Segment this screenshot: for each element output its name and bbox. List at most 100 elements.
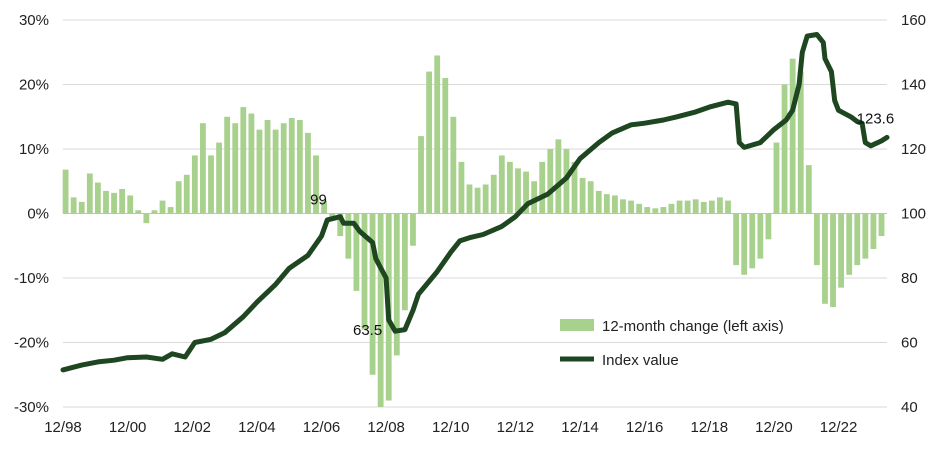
bar-42 <box>401 213 408 311</box>
x-tick-8: 12/14 <box>561 419 599 436</box>
bar-11 <box>151 210 158 214</box>
bar-66 <box>595 190 602 214</box>
x-tick-11: 12/20 <box>755 419 793 436</box>
bar-44 <box>418 136 424 214</box>
bar-8 <box>127 195 134 214</box>
x-tick-5: 12/08 <box>367 419 405 436</box>
annotation-1: 63.5 <box>353 322 382 339</box>
bar-49 <box>458 161 465 214</box>
bar-73 <box>652 208 659 214</box>
x-tick-labels: 12/98 12/00 12/02 12/04 12/06 12/08 12/10 12/12… <box>44 419 857 436</box>
bar-13 <box>167 207 174 214</box>
bar-84 <box>741 213 748 275</box>
bar-68 <box>612 195 618 214</box>
bar-59 <box>539 161 546 214</box>
bar-41 <box>393 213 400 356</box>
bar-10 <box>143 213 150 224</box>
bar-26 <box>272 129 279 214</box>
bar-24 <box>256 129 263 214</box>
bar-21 <box>232 123 239 214</box>
legend-bar-label: 12-month change (left axis) <box>602 318 784 335</box>
annotation-0: 99 <box>310 192 327 209</box>
bar-35 <box>345 213 352 259</box>
bar-65 <box>587 181 594 214</box>
bar-23 <box>248 113 255 214</box>
bar-47 <box>442 78 449 214</box>
bar-39 <box>377 213 384 407</box>
bar-69 <box>620 199 626 214</box>
bar-20 <box>224 116 231 214</box>
y-right-tick-5: 140 <box>901 77 926 94</box>
bar-12 <box>159 200 166 214</box>
bar-98 <box>854 213 861 266</box>
bar-99 <box>862 213 869 259</box>
bar-52 <box>482 184 489 214</box>
x-tick-4: 12/06 <box>303 419 341 436</box>
y-left-tick-1: -20% <box>14 335 49 352</box>
y-right-tick-6: 160 <box>901 12 926 29</box>
y-right-tick-4: 120 <box>901 141 926 158</box>
bar-1 <box>70 197 77 214</box>
bar-74 <box>660 207 667 214</box>
bar-22 <box>240 107 247 214</box>
x-tick-10: 12/18 <box>691 419 729 436</box>
bar-48 <box>450 116 457 214</box>
bar-75 <box>668 203 675 214</box>
y-left-tick-6: 30% <box>19 12 49 29</box>
bar-86 <box>757 213 764 259</box>
y-left-tick-5: 20% <box>19 77 49 94</box>
bar-56 <box>515 168 521 214</box>
bar-92 <box>805 165 812 214</box>
legend-line-label: Index value <box>602 352 679 369</box>
bar-2 <box>78 201 85 214</box>
bar-43 <box>410 213 416 246</box>
x-tick-9: 12/16 <box>626 419 664 436</box>
bar-82 <box>725 200 731 214</box>
bar-80 <box>708 200 715 214</box>
bar-38 <box>369 213 376 375</box>
bar-18 <box>208 155 214 214</box>
y-left-tick-2: -10% <box>14 270 49 287</box>
bar-27 <box>280 123 287 214</box>
bar-54 <box>498 155 505 214</box>
bar-36 <box>353 213 360 291</box>
bar-91 <box>797 71 804 214</box>
bar-series <box>62 55 885 407</box>
bar-81 <box>717 197 723 214</box>
bar-60 <box>547 149 554 214</box>
x-tick-2: 12/02 <box>173 419 211 436</box>
bar-46 <box>434 55 441 214</box>
bar-90 <box>789 58 796 214</box>
bar-7 <box>119 188 126 214</box>
bar-85 <box>749 213 756 269</box>
annotation-2: 123.6 <box>857 110 895 127</box>
bar-71 <box>636 203 643 214</box>
bar-100 <box>870 213 877 249</box>
bar-57 <box>523 171 529 214</box>
y-left-tick-0: -30% <box>14 399 49 416</box>
bar-32 <box>321 200 328 214</box>
bar-79 <box>700 201 707 214</box>
y-right-tick-1: 60 <box>901 335 918 352</box>
x-tick-1: 12/00 <box>109 419 147 436</box>
index-line <box>60 32 890 373</box>
bar-30 <box>305 132 311 214</box>
bar-17 <box>200 123 206 214</box>
x-tick-6: 12/10 <box>432 419 470 436</box>
bar-76 <box>676 200 683 214</box>
x-tick-3: 12/04 <box>238 419 276 436</box>
bar-83 <box>733 213 740 266</box>
bar-0 <box>62 169 69 214</box>
x-tick-7: 12/12 <box>497 419 535 436</box>
bar-77 <box>684 200 691 214</box>
bar-101 <box>878 213 885 237</box>
bar-19 <box>216 142 222 214</box>
bar-53 <box>490 174 497 214</box>
y-right-tick-3: 100 <box>901 206 926 223</box>
bar-67 <box>603 194 610 214</box>
bar-61 <box>555 139 562 214</box>
bar-97 <box>846 213 853 275</box>
bar-88 <box>773 142 780 214</box>
bar-3 <box>86 173 93 214</box>
